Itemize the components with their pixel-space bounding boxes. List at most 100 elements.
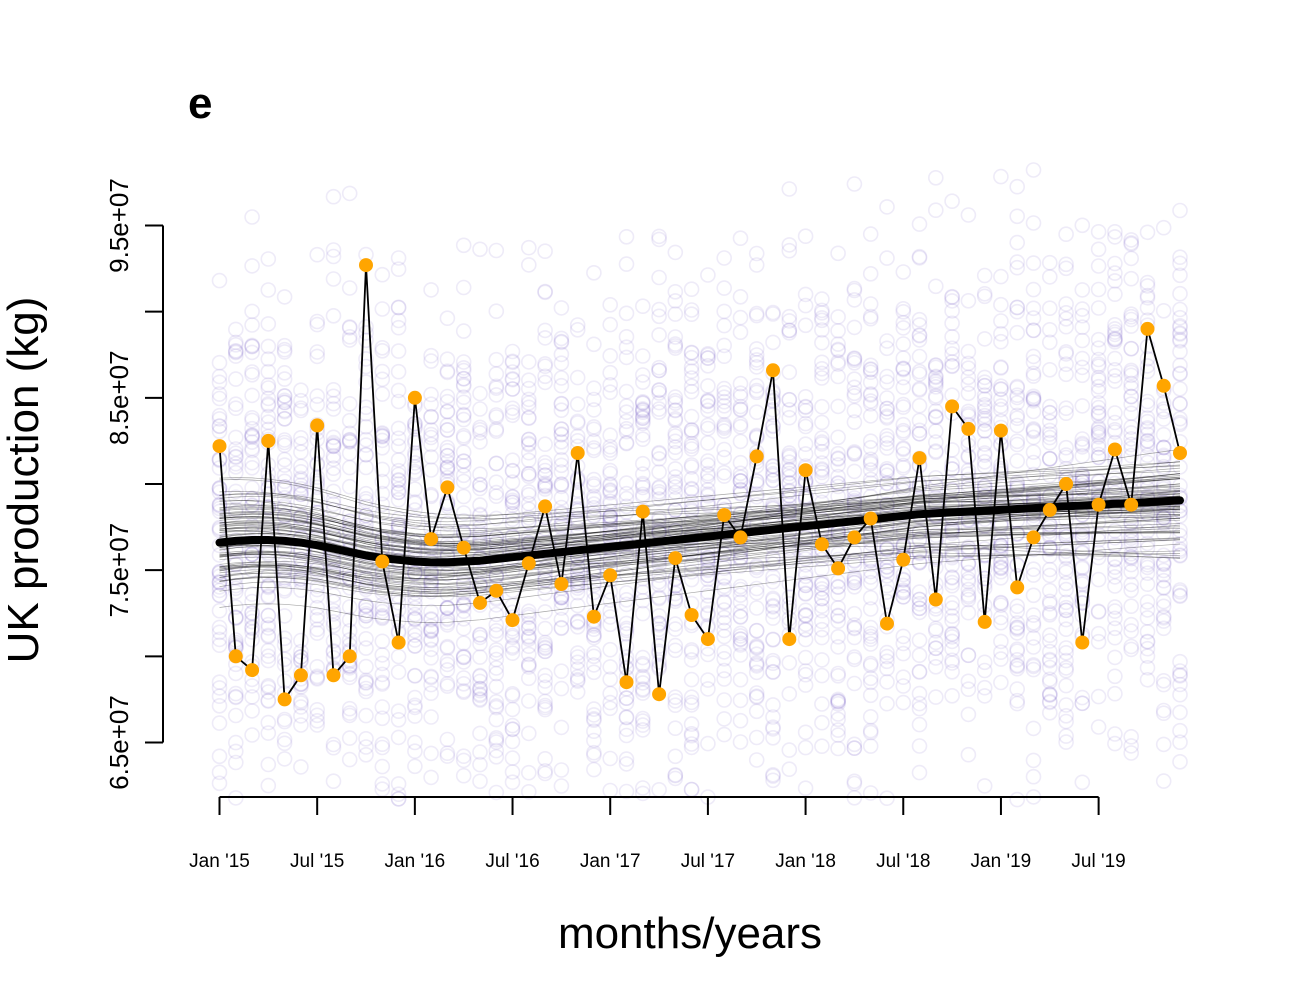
simulation-point bbox=[748, 640, 765, 656]
simulation-point bbox=[1107, 414, 1123, 431]
simulation-point bbox=[732, 647, 749, 663]
simulation-point bbox=[634, 455, 651, 472]
simulation-point bbox=[537, 572, 553, 589]
simulation-point bbox=[1025, 639, 1042, 655]
simulation-point bbox=[374, 485, 391, 502]
simulation-point bbox=[228, 396, 244, 413]
simulation-trend-line bbox=[219, 489, 1181, 538]
simulation-point bbox=[944, 521, 960, 538]
simulation-point bbox=[634, 402, 651, 418]
simulation-point bbox=[765, 334, 781, 351]
simulation-point bbox=[1107, 405, 1123, 421]
simulation-point bbox=[846, 414, 863, 430]
simulation-point bbox=[1123, 533, 1139, 550]
simulation-point bbox=[976, 288, 993, 305]
simulation-point bbox=[358, 332, 374, 349]
simulation-point bbox=[423, 462, 439, 478]
simulation-point bbox=[309, 587, 326, 604]
simulation-point bbox=[1074, 530, 1091, 546]
simulation-point bbox=[341, 412, 358, 429]
simulation-point bbox=[732, 551, 749, 568]
simulation-point bbox=[455, 389, 472, 406]
simulation-point bbox=[1155, 705, 1172, 722]
simulation-point bbox=[1074, 350, 1091, 367]
simulation-point bbox=[1074, 435, 1091, 452]
simulation-point bbox=[895, 369, 912, 386]
simulation-point bbox=[683, 363, 700, 380]
simulation-point bbox=[325, 633, 342, 649]
simulation-point bbox=[553, 426, 570, 442]
simulation-point bbox=[602, 442, 619, 458]
simulation-point bbox=[1025, 348, 1042, 365]
simulation-point bbox=[211, 602, 228, 619]
simulation-point bbox=[944, 633, 960, 650]
simulation-point bbox=[472, 680, 488, 697]
simulation-point bbox=[1123, 522, 1139, 539]
simulation-point bbox=[472, 649, 488, 665]
simulation-point bbox=[537, 636, 553, 653]
simulation-point bbox=[504, 528, 521, 545]
simulation-point bbox=[683, 422, 700, 439]
simulation-point bbox=[390, 491, 407, 508]
simulation-point bbox=[716, 418, 733, 435]
simulation-point bbox=[634, 785, 651, 802]
simulation-point bbox=[228, 610, 244, 627]
simulation-point bbox=[341, 571, 358, 587]
simulation-point bbox=[293, 759, 309, 775]
simulation-point bbox=[407, 463, 423, 480]
simulation-point bbox=[504, 733, 521, 750]
simulation-point bbox=[667, 338, 684, 354]
simulation-point bbox=[244, 546, 260, 563]
simulation-point bbox=[244, 703, 260, 719]
simulation-point bbox=[455, 429, 472, 446]
simulation-point bbox=[651, 521, 667, 538]
simulation-point bbox=[602, 685, 619, 702]
simulation-point bbox=[520, 435, 537, 452]
simulation-point bbox=[993, 594, 1009, 611]
simulation-point bbox=[228, 400, 244, 417]
simulation-point bbox=[390, 790, 407, 807]
simulation-point bbox=[504, 370, 521, 387]
simulation-point bbox=[683, 513, 700, 530]
simulation-point bbox=[1155, 556, 1172, 573]
simulation-point bbox=[765, 597, 781, 614]
simulation-point bbox=[602, 511, 619, 528]
simulation-point bbox=[325, 501, 342, 518]
simulation-point bbox=[488, 678, 505, 695]
simulation-point bbox=[911, 604, 928, 621]
simulation-point bbox=[504, 354, 521, 371]
simulation-point bbox=[960, 406, 977, 422]
simulation-point bbox=[1009, 791, 1026, 808]
simulation-point bbox=[895, 300, 912, 317]
simulation-point bbox=[748, 580, 765, 597]
simulation-point bbox=[455, 648, 472, 665]
simulation-point bbox=[1107, 331, 1123, 348]
simulation-point bbox=[407, 600, 423, 617]
simulation-point bbox=[325, 188, 342, 205]
simulation-point bbox=[537, 620, 553, 637]
simulation-point bbox=[1058, 602, 1074, 619]
simulation-point bbox=[1155, 458, 1172, 475]
simulation-point bbox=[797, 398, 814, 415]
simulation-point bbox=[520, 354, 537, 370]
simulation-point bbox=[1058, 439, 1074, 456]
simulation-point bbox=[586, 664, 602, 681]
simulation-point bbox=[1172, 380, 1188, 397]
simulation-point bbox=[927, 359, 944, 376]
simulation-point bbox=[1025, 390, 1042, 407]
simulation-point bbox=[407, 627, 423, 644]
simulation-point bbox=[716, 420, 733, 436]
simulation-point bbox=[846, 740, 863, 756]
simulation-point bbox=[814, 468, 830, 485]
simulation-point bbox=[537, 368, 553, 385]
simulation-point bbox=[1155, 510, 1172, 526]
simulation-point bbox=[830, 368, 846, 385]
simulation-point bbox=[276, 711, 293, 728]
simulation-point bbox=[683, 471, 700, 487]
observed-point bbox=[1059, 477, 1074, 491]
simulation-point bbox=[1025, 630, 1042, 646]
simulation-point bbox=[748, 752, 765, 768]
simulation-point bbox=[1042, 674, 1058, 690]
simulation-point bbox=[244, 609, 260, 626]
simulation-point bbox=[260, 479, 277, 496]
